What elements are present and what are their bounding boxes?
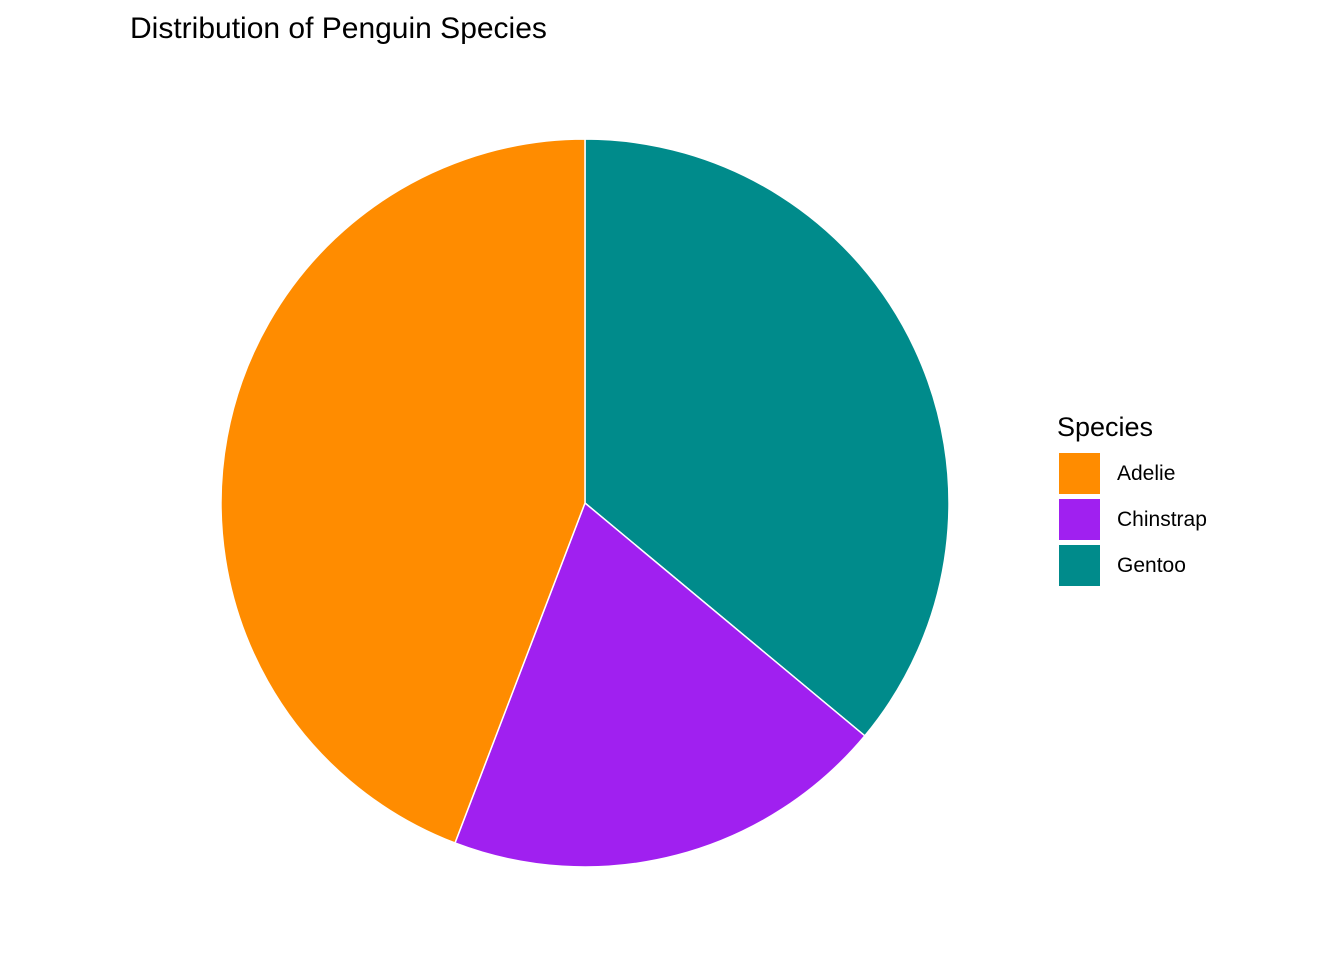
legend-label: Adelie (1117, 462, 1176, 485)
pie-slice-adelie (220, 138, 586, 844)
legend-title: Species (1057, 412, 1154, 442)
legend: Species Adelie Chinstrap Gentoo (1056, 412, 1207, 591)
pie-slice-gentoo (584, 138, 950, 737)
legend-items: Adelie Chinstrap Gentoo (1056, 453, 1207, 591)
pie-slices (220, 138, 950, 868)
legend-item-adelie: Adelie (1056, 453, 1175, 499)
legend-label: Gentoo (1117, 554, 1186, 577)
chart-title: Distribution of Penguin Species (130, 12, 547, 45)
legend-item-gentoo: Gentoo (1056, 545, 1186, 591)
pie-slice-chinstrap (454, 501, 866, 868)
legend-label: Chinstrap (1117, 508, 1207, 531)
legend-key-chinstrap (1059, 499, 1100, 540)
legend-key-adelie (1059, 453, 1100, 494)
legend-key-gentoo (1059, 545, 1100, 586)
legend-item-chinstrap: Chinstrap (1056, 499, 1207, 545)
